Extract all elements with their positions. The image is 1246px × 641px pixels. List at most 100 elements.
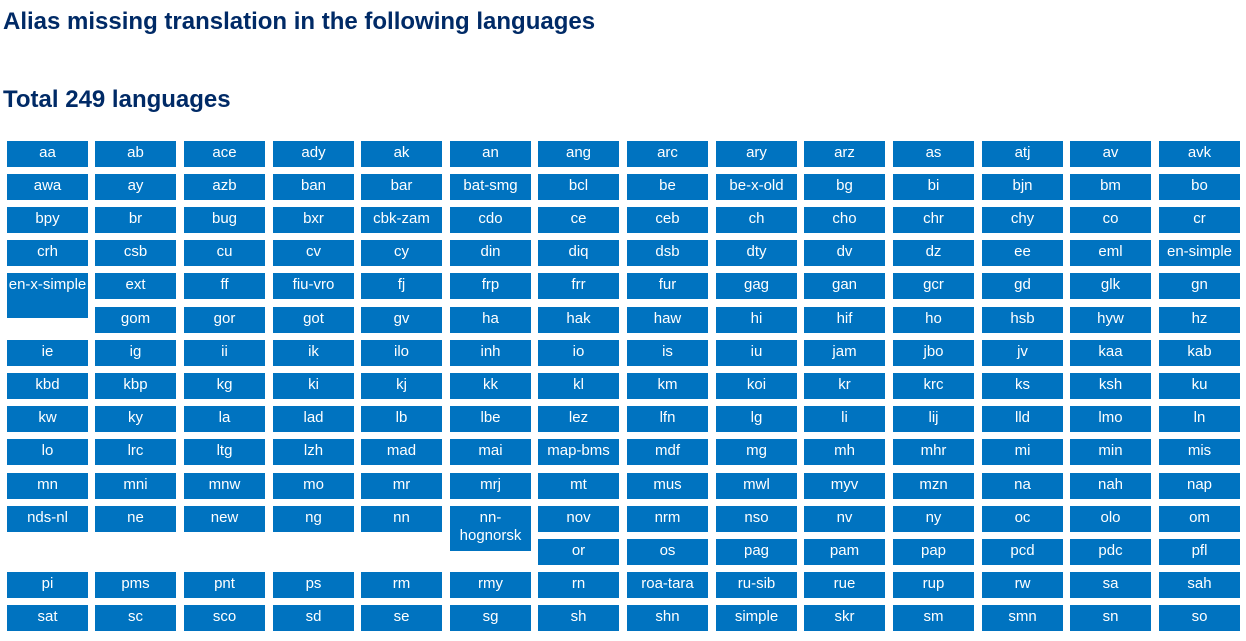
language-button[interactable]: nah — [1070, 473, 1151, 499]
language-button[interactable]: ab — [95, 141, 176, 167]
language-button[interactable]: an — [450, 141, 531, 167]
language-button[interactable]: fj — [361, 273, 442, 299]
language-button[interactable]: om — [1159, 506, 1240, 532]
language-button[interactable]: mzn — [893, 473, 974, 499]
language-button[interactable]: ho — [893, 307, 974, 333]
language-button[interactable]: or — [538, 539, 619, 565]
language-button[interactable]: mt — [538, 473, 619, 499]
language-button[interactable]: jam — [804, 340, 885, 366]
language-button[interactable]: av — [1070, 141, 1151, 167]
language-button[interactable]: pag — [716, 539, 797, 565]
language-button[interactable]: din — [450, 240, 531, 266]
language-button[interactable]: ny — [893, 506, 974, 532]
language-button[interactable]: mhr — [893, 439, 974, 465]
language-button[interactable]: rm — [361, 572, 442, 598]
language-button[interactable]: pi — [7, 572, 88, 598]
language-button[interactable]: ang — [538, 141, 619, 167]
language-button[interactable]: gd — [982, 273, 1063, 299]
language-button[interactable]: lfn — [627, 406, 708, 432]
language-button[interactable]: min — [1070, 439, 1151, 465]
language-button[interactable]: oc — [982, 506, 1063, 532]
language-button[interactable]: kj — [361, 373, 442, 399]
language-button[interactable]: ig — [95, 340, 176, 366]
language-button[interactable]: ay — [95, 174, 176, 200]
language-button[interactable]: hif — [804, 307, 885, 333]
language-button[interactable]: lo — [7, 439, 88, 465]
language-button[interactable]: ki — [273, 373, 354, 399]
language-button[interactable]: mn — [7, 473, 88, 499]
language-button[interactable]: gn — [1159, 273, 1240, 299]
language-button[interactable]: lg — [716, 406, 797, 432]
language-button[interactable]: bg — [804, 174, 885, 200]
language-button[interactable]: map-bms — [538, 439, 619, 465]
language-button[interactable]: atj — [982, 141, 1063, 167]
language-button[interactable]: gv — [361, 307, 442, 333]
language-button[interactable]: kaa — [1070, 340, 1151, 366]
language-button[interactable]: nn — [361, 506, 442, 532]
language-button[interactable]: br — [95, 207, 176, 233]
language-button[interactable]: pnt — [184, 572, 265, 598]
language-button[interactable]: is — [627, 340, 708, 366]
language-button[interactable]: rue — [804, 572, 885, 598]
language-button[interactable]: skr — [804, 605, 885, 631]
language-button[interactable]: chr — [893, 207, 974, 233]
language-button[interactable]: jbo — [893, 340, 974, 366]
language-button[interactable]: mai — [450, 439, 531, 465]
language-button[interactable]: csb — [95, 240, 176, 266]
language-button[interactable]: ltg — [184, 439, 265, 465]
language-button[interactable]: shn — [627, 605, 708, 631]
language-button[interactable]: sd — [273, 605, 354, 631]
language-button[interactable]: nds-nl — [7, 506, 88, 532]
language-button[interactable]: ik — [273, 340, 354, 366]
language-button[interactable]: mis — [1159, 439, 1240, 465]
language-button[interactable]: sn — [1070, 605, 1151, 631]
language-button[interactable]: cy — [361, 240, 442, 266]
language-button[interactable]: gan — [804, 273, 885, 299]
language-button[interactable]: pcd — [982, 539, 1063, 565]
language-button[interactable]: ha — [450, 307, 531, 333]
language-button[interactable]: ady — [273, 141, 354, 167]
language-button[interactable]: rw — [982, 572, 1063, 598]
language-button[interactable]: sm — [893, 605, 974, 631]
language-button[interactable]: ban — [273, 174, 354, 200]
language-button[interactable]: sat — [7, 605, 88, 631]
language-button[interactable]: hsb — [982, 307, 1063, 333]
language-button[interactable]: roa-tara — [627, 572, 708, 598]
language-button[interactable]: la — [184, 406, 265, 432]
language-button[interactable]: bjn — [982, 174, 1063, 200]
language-button[interactable]: olo — [1070, 506, 1151, 532]
language-button[interactable]: ace — [184, 141, 265, 167]
language-button[interactable]: cdo — [450, 207, 531, 233]
language-button[interactable]: cbk-zam — [361, 207, 442, 233]
language-button[interactable]: en-x-simple — [7, 273, 88, 318]
language-button[interactable]: lzh — [273, 439, 354, 465]
language-button[interactable]: lez — [538, 406, 619, 432]
language-button[interactable]: cu — [184, 240, 265, 266]
language-button[interactable]: rup — [893, 572, 974, 598]
language-button[interactable]: ceb — [627, 207, 708, 233]
language-button[interactable]: diq — [538, 240, 619, 266]
language-button[interactable]: mus — [627, 473, 708, 499]
language-button[interactable]: hak — [538, 307, 619, 333]
language-button[interactable]: li — [804, 406, 885, 432]
language-button[interactable]: ne — [95, 506, 176, 532]
language-button[interactable]: ii — [184, 340, 265, 366]
language-button[interactable]: mad — [361, 439, 442, 465]
language-button[interactable]: mni — [95, 473, 176, 499]
language-button[interactable]: mwl — [716, 473, 797, 499]
language-button[interactable]: bar — [361, 174, 442, 200]
language-button[interactable]: dv — [804, 240, 885, 266]
language-button[interactable]: cr — [1159, 207, 1240, 233]
language-button[interactable]: pap — [893, 539, 974, 565]
language-button[interactable]: rn — [538, 572, 619, 598]
language-button[interactable]: hyw — [1070, 307, 1151, 333]
language-button[interactable]: ksh — [1070, 373, 1151, 399]
language-button[interactable]: kw — [7, 406, 88, 432]
language-button[interactable]: bat-smg — [450, 174, 531, 200]
language-button[interactable]: gom — [95, 307, 176, 333]
language-button[interactable]: na — [982, 473, 1063, 499]
language-button[interactable]: ce — [538, 207, 619, 233]
language-button[interactable]: dz — [893, 240, 974, 266]
language-button[interactable]: nn-hognorsk — [450, 506, 531, 551]
language-button[interactable]: ky — [95, 406, 176, 432]
